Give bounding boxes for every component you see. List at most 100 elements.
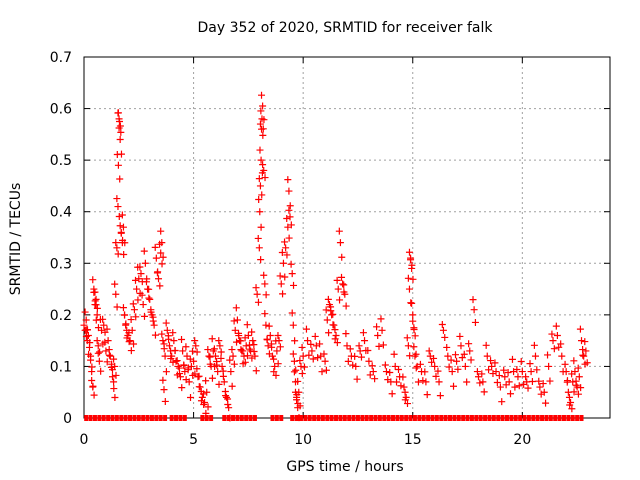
data-point xyxy=(115,124,123,132)
data-point xyxy=(215,337,223,345)
data-point xyxy=(151,243,159,251)
data-point-zero xyxy=(399,415,404,421)
data-point xyxy=(295,414,303,422)
data-point xyxy=(257,107,265,115)
data-point xyxy=(147,306,155,314)
data-point xyxy=(168,352,176,360)
data-point-zero xyxy=(561,415,566,421)
data-point xyxy=(393,378,401,386)
data-point-zero xyxy=(579,415,584,421)
data-point xyxy=(270,368,278,376)
data-point xyxy=(565,393,573,401)
data-point xyxy=(485,366,493,374)
data-point xyxy=(369,368,377,376)
data-point xyxy=(483,352,491,360)
data-point xyxy=(249,337,257,345)
data-point xyxy=(276,343,284,351)
data-point xyxy=(106,352,114,360)
data-point-zero xyxy=(334,415,339,421)
data-point xyxy=(324,295,332,303)
data-point xyxy=(544,351,552,359)
data-point xyxy=(273,347,281,355)
data-point xyxy=(256,182,264,190)
data-point xyxy=(379,341,387,349)
data-point-zero xyxy=(518,415,523,421)
data-point xyxy=(187,393,195,401)
data-point xyxy=(112,371,120,379)
data-point xyxy=(287,221,295,229)
data-point-zero xyxy=(535,415,540,421)
data-point xyxy=(127,316,135,324)
data-point-zero xyxy=(522,415,527,421)
y-tick-label: 0.3 xyxy=(50,256,72,272)
data-point xyxy=(85,343,93,351)
data-point xyxy=(294,377,302,385)
data-point xyxy=(208,335,216,343)
data-point xyxy=(583,359,591,367)
data-point-zero xyxy=(391,415,396,421)
data-point xyxy=(463,378,471,386)
data-point xyxy=(533,366,541,374)
data-point xyxy=(351,352,359,360)
data-point xyxy=(467,356,475,364)
data-point xyxy=(88,376,96,384)
data-point xyxy=(518,368,526,376)
data-point xyxy=(210,345,218,353)
data-point xyxy=(390,350,398,358)
data-point xyxy=(410,324,418,332)
data-point xyxy=(460,350,468,358)
data-point xyxy=(178,384,186,392)
data-point-zero xyxy=(509,415,514,421)
data-point xyxy=(252,284,260,292)
data-point-zero xyxy=(200,415,205,421)
data-point-zero xyxy=(412,415,417,421)
data-point xyxy=(205,352,213,360)
data-point xyxy=(478,370,486,378)
x-axis-label: GPS time / hours xyxy=(286,459,403,475)
data-point xyxy=(287,260,295,268)
data-point xyxy=(445,363,453,371)
data-point-zero xyxy=(408,415,413,421)
data-point-zero xyxy=(513,415,518,421)
data-point xyxy=(260,271,268,279)
data-point xyxy=(259,131,267,139)
data-point xyxy=(331,335,339,343)
data-point xyxy=(130,306,138,314)
data-point-zero xyxy=(244,415,249,421)
data-point xyxy=(304,337,312,345)
data-point xyxy=(180,361,188,369)
data-point xyxy=(305,351,313,359)
data-point xyxy=(530,341,538,349)
data-point xyxy=(581,338,589,346)
data-point xyxy=(405,285,413,293)
data-point xyxy=(243,321,251,329)
data-point xyxy=(261,280,269,288)
data-point xyxy=(256,120,264,128)
data-point xyxy=(228,346,236,354)
data-point-zero xyxy=(141,415,146,421)
data-point xyxy=(355,342,363,350)
data-point-zero xyxy=(570,415,575,421)
data-point xyxy=(119,223,127,231)
data-point-zero xyxy=(329,415,334,421)
data-point xyxy=(262,321,270,329)
data-point xyxy=(450,382,458,390)
data-point xyxy=(300,363,308,371)
data-point xyxy=(129,300,137,308)
data-point xyxy=(322,306,330,314)
data-point xyxy=(285,206,293,214)
data-point xyxy=(137,270,145,278)
data-point-zero xyxy=(478,415,483,421)
data-point xyxy=(353,375,361,383)
data-point-zero xyxy=(526,415,531,421)
data-point xyxy=(257,223,265,231)
data-point xyxy=(151,331,159,339)
data-point xyxy=(397,382,405,390)
data-point xyxy=(115,212,123,220)
data-point xyxy=(574,390,582,398)
data-point xyxy=(254,234,262,242)
data-point xyxy=(237,337,245,345)
data-point xyxy=(500,366,508,374)
data-point xyxy=(158,239,166,247)
data-point xyxy=(257,256,265,264)
